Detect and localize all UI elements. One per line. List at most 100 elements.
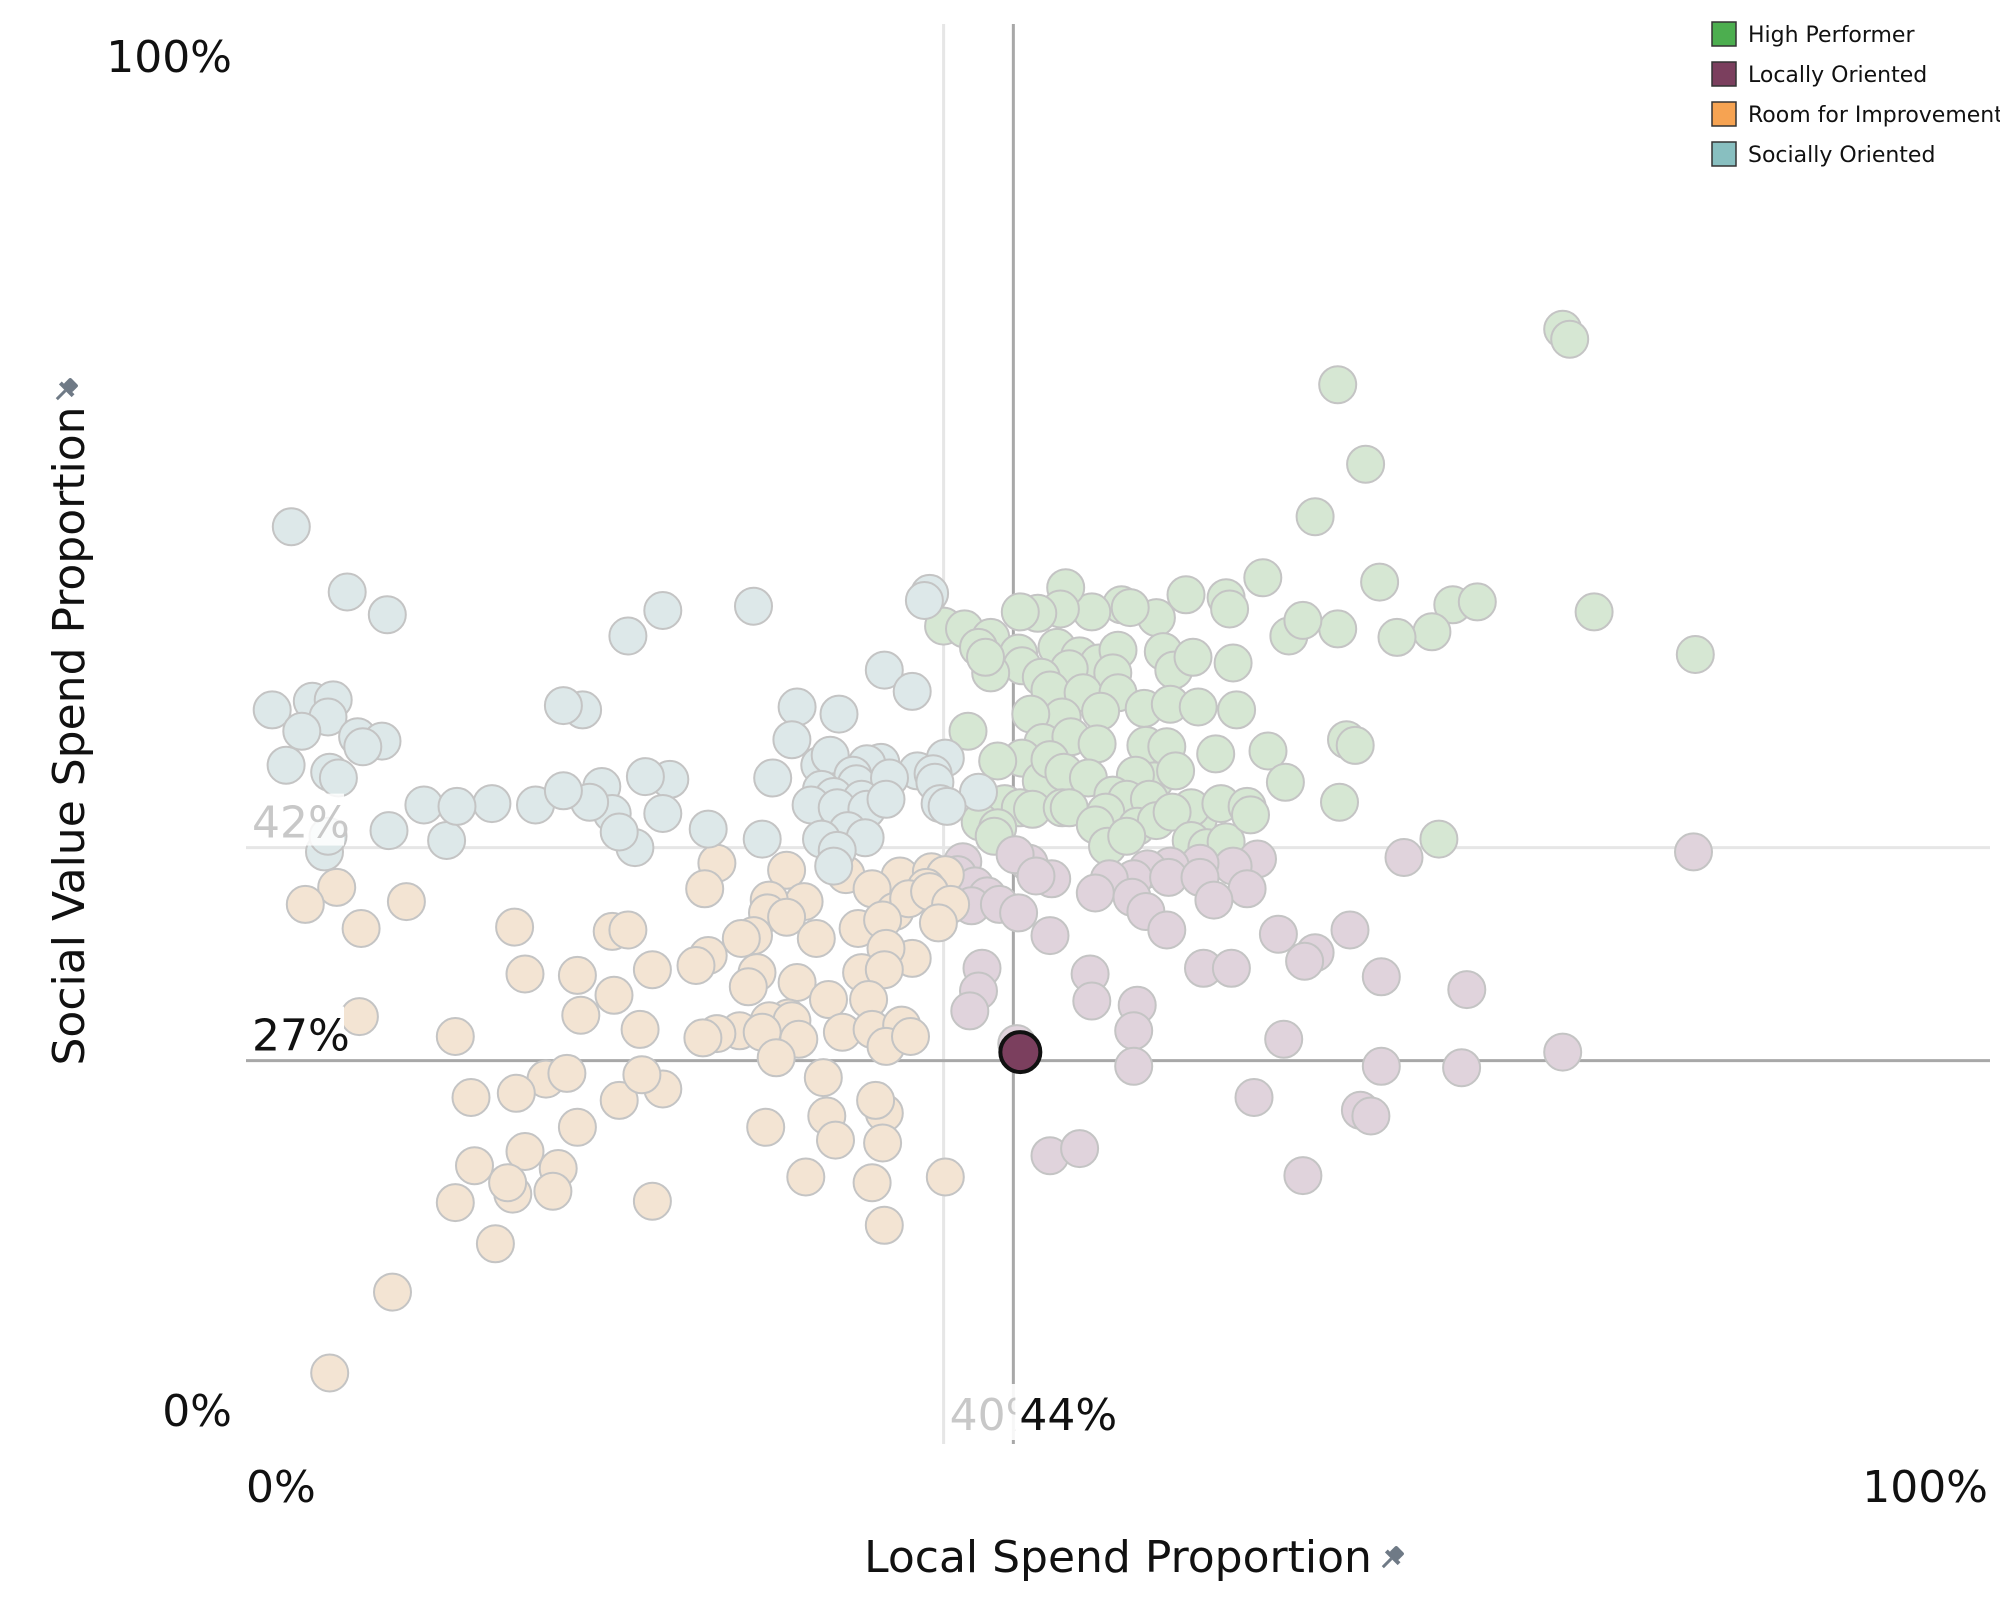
- data-point: [533, 1171, 573, 1211]
- data-point: [1258, 914, 1298, 954]
- data-point: [317, 867, 357, 907]
- data-point: [557, 1107, 597, 1147]
- legend-item: Locally Oriented: [1711, 61, 1927, 88]
- data-point: [1318, 609, 1358, 649]
- data-points: [252, 309, 1715, 1393]
- series-high-performer: [924, 309, 1715, 868]
- data-point: [1234, 1078, 1274, 1117]
- data-point: [1213, 643, 1253, 683]
- data-point: [777, 687, 817, 727]
- data-point: [863, 1123, 903, 1163]
- data-point: [1107, 816, 1147, 856]
- data-point: [1077, 724, 1117, 764]
- data-point: [343, 727, 383, 767]
- x-selected-label: 44%: [1019, 1390, 1117, 1441]
- data-point: [1361, 957, 1401, 997]
- data-point: [437, 786, 477, 826]
- data-point: [547, 1053, 587, 1093]
- data-point: [891, 1017, 930, 1056]
- data-point: [1227, 869, 1267, 909]
- y-selected-label: 27%: [252, 1011, 350, 1062]
- data-point: [632, 1181, 672, 1221]
- data-point: [643, 591, 683, 630]
- y-axis-pin-icon[interactable]: [50, 375, 80, 405]
- x-tick-right: 100%: [1862, 1462, 1988, 1513]
- data-point: [856, 1080, 896, 1120]
- data-point: [285, 884, 325, 924]
- series-locally-oriented: [938, 832, 1713, 1196]
- data-point: [327, 572, 367, 612]
- data-point: [505, 1132, 545, 1171]
- data-point: [753, 758, 793, 798]
- data-point: [925, 1157, 965, 1197]
- data-point: [1178, 687, 1218, 727]
- data-point: [864, 1205, 904, 1245]
- data-point: [1543, 1032, 1583, 1072]
- data-point: [1442, 1048, 1482, 1088]
- data-point: [1550, 319, 1590, 359]
- data-point: [435, 1017, 475, 1056]
- data-point: [685, 869, 725, 909]
- legend-swatch: [1711, 61, 1737, 87]
- data-point: [1081, 691, 1121, 731]
- data-point: [1114, 1011, 1154, 1051]
- data-point: [809, 980, 848, 1019]
- legend-swatch: [1711, 141, 1737, 167]
- data-point: [488, 1163, 528, 1203]
- legend-label: Locally Oriented: [1748, 63, 1927, 88]
- data-point: [1674, 832, 1713, 872]
- data-point: [472, 784, 512, 824]
- legend-swatch: [1711, 101, 1737, 127]
- data-point: [455, 1146, 494, 1186]
- y-average-label-bg: [248, 793, 344, 846]
- data-point: [1248, 731, 1288, 771]
- data-point: [1265, 762, 1305, 802]
- data-point: [803, 1058, 843, 1098]
- data-point: [1295, 497, 1335, 537]
- data-point: [814, 846, 854, 886]
- data-point: [1283, 600, 1323, 640]
- data-point: [1000, 592, 1040, 632]
- data-point: [496, 1073, 536, 1113]
- data-point: [892, 671, 932, 711]
- data-point: [625, 757, 665, 797]
- data-point: [742, 819, 782, 859]
- data-point: [728, 967, 768, 1007]
- data-point: [734, 586, 773, 626]
- data-point: [543, 686, 583, 726]
- data-point: [1231, 795, 1270, 835]
- data-point: [746, 1107, 786, 1147]
- data-point: [1217, 690, 1257, 730]
- data-point: [864, 650, 904, 690]
- data-point: [1211, 948, 1251, 988]
- data-point: [1110, 588, 1150, 628]
- data-point: [1156, 751, 1196, 791]
- data-point: [608, 616, 648, 656]
- data-point: [1330, 910, 1370, 950]
- data-point: [1360, 562, 1400, 602]
- data-point: [1283, 1156, 1323, 1196]
- data-point: [1346, 444, 1386, 484]
- x-axis-pin-icon[interactable]: [1376, 1543, 1406, 1573]
- y-tick-bottom: 0%: [162, 1386, 232, 1437]
- data-point: [404, 785, 444, 825]
- data-point: [676, 946, 716, 985]
- data-point: [599, 812, 639, 852]
- data-point: [271, 507, 311, 547]
- data-point: [683, 1018, 723, 1058]
- series-socially-oriented: [252, 507, 998, 886]
- data-point: [819, 694, 859, 734]
- data-point: [495, 907, 535, 947]
- legend-label: Room for Improvement: [1748, 103, 2000, 128]
- data-point: [622, 1055, 662, 1095]
- data-point: [1196, 734, 1236, 774]
- legend-label: Socially Oriented: [1748, 143, 1935, 168]
- data-point: [435, 1183, 475, 1223]
- data-point: [594, 975, 634, 1015]
- y-selected-label-bg: [248, 1006, 344, 1059]
- data-point: [310, 1353, 350, 1393]
- legend-item: High Performer: [1711, 21, 1915, 48]
- data-point: [557, 955, 597, 995]
- data-point: [688, 809, 728, 849]
- data-point: [796, 919, 836, 958]
